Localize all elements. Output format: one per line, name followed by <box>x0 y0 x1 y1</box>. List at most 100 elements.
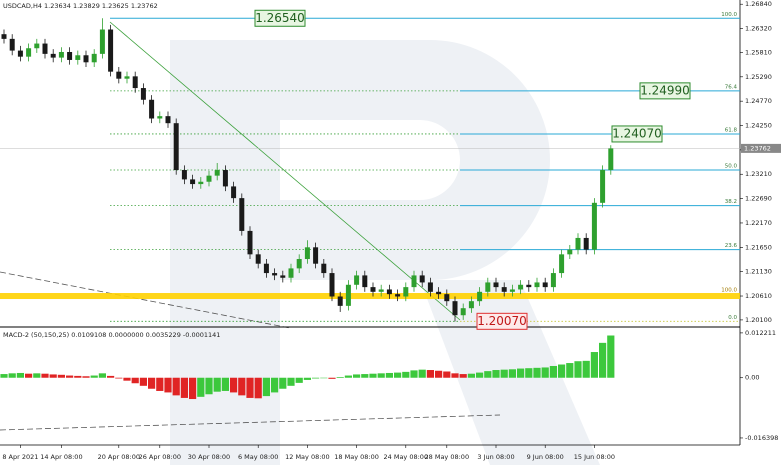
macd-bar <box>8 373 16 378</box>
macd-bar <box>517 368 525 378</box>
candle-body <box>600 170 606 203</box>
candle-body <box>419 275 425 283</box>
candle-body <box>26 48 32 57</box>
candle-body <box>304 247 310 260</box>
candle-body <box>149 99 155 119</box>
macd-bar <box>156 377 164 391</box>
macd-bar <box>328 377 336 379</box>
candle-body <box>124 76 130 79</box>
candle-body <box>468 301 474 309</box>
candle-body <box>477 291 483 302</box>
watermark <box>170 40 600 465</box>
fib-label: 0.0 <box>728 315 737 321</box>
candle-body <box>526 284 532 288</box>
candle-body <box>116 71 122 79</box>
candle-body <box>132 76 138 89</box>
candle-body <box>75 55 81 60</box>
price-annotation-label: 1.24990 <box>640 83 690 97</box>
candle-body <box>395 294 401 297</box>
macd-bar <box>344 375 352 378</box>
candle-body <box>386 289 392 295</box>
candle-body <box>83 55 89 63</box>
candle-body <box>436 291 442 295</box>
macd-bar <box>271 377 279 393</box>
candle-body <box>559 254 565 274</box>
x-tick-label: 24 May 08:00 <box>384 453 429 461</box>
macd-bar <box>98 373 106 378</box>
candle-body <box>501 287 507 292</box>
macd-bar <box>295 377 303 383</box>
candle-body <box>485 282 491 292</box>
macd-header: MACD-2 (50,150,25) 0.0109108 0.0000000 0… <box>3 331 220 339</box>
candle-body <box>444 294 450 302</box>
candle-body <box>452 301 458 316</box>
candle-body <box>108 29 114 72</box>
candle-body <box>411 275 417 288</box>
support-band <box>0 293 740 300</box>
macd-bar <box>66 375 74 378</box>
candle-body <box>247 230 253 255</box>
candle-body <box>608 148 614 171</box>
candle-body <box>509 289 515 292</box>
candle-body <box>17 50 23 57</box>
macd-bar <box>49 374 57 378</box>
y-tick-label: 1.25290 <box>745 73 772 81</box>
y-tick-label: 1.26320 <box>745 25 772 33</box>
macd-bar <box>320 377 328 379</box>
y-tick-label: 1.23210 <box>745 170 772 178</box>
macd-bar <box>90 375 98 378</box>
macd-bar <box>189 377 197 400</box>
candle-body <box>214 170 220 176</box>
candle-body <box>91 53 97 63</box>
macd-y-tick-label: 0.00 <box>745 374 759 382</box>
macd-bar <box>16 372 24 378</box>
x-tick-label: 3 Jun 08:00 <box>477 453 514 461</box>
price-annotation-label: 1.26540 <box>255 11 305 25</box>
candle-body <box>427 282 433 292</box>
macd-bar <box>508 369 516 378</box>
candle-body <box>591 202 597 250</box>
macd-bar <box>287 377 295 386</box>
candle-body <box>296 259 302 269</box>
candle-body <box>575 237 581 250</box>
price-annotation-box <box>611 125 663 143</box>
candle-body <box>231 186 237 199</box>
candle-body <box>165 116 171 124</box>
macd-bar <box>25 373 33 378</box>
macd-bar <box>451 373 459 378</box>
macd-bar <box>0 374 8 378</box>
macd-dashed-line <box>0 414 501 431</box>
macd-bar <box>180 377 188 398</box>
macd-bar <box>607 335 615 378</box>
candle-body <box>583 237 589 250</box>
macd-bar <box>484 371 492 378</box>
macd-bar <box>115 377 123 379</box>
candle-body <box>263 263 269 274</box>
macd-bar <box>221 377 229 391</box>
macd-bar <box>238 377 246 396</box>
y-tick-label: 1.25810 <box>745 48 772 56</box>
symbol-header: USDCAD,H4 1.23634 1.23829 1.23625 1.2376… <box>3 2 158 10</box>
fib-label: 61.8 <box>725 127 738 133</box>
macd-bar <box>394 372 402 378</box>
candle-body <box>67 51 73 60</box>
macd-bar <box>566 363 574 378</box>
candle-body <box>403 287 409 297</box>
price-annotation-box <box>639 82 691 100</box>
macd-bar <box>361 374 369 378</box>
candle-body <box>239 198 245 231</box>
fib-label: 38.2 <box>725 199 737 205</box>
y-tick-label: 1.21650 <box>745 243 772 251</box>
x-tick-label: 20 Apr 08:00 <box>98 453 140 461</box>
candle-body <box>567 249 573 255</box>
candle-body <box>362 275 368 288</box>
price-annotation-box <box>476 312 528 330</box>
macd-bar <box>590 352 598 378</box>
candle-body <box>272 273 278 276</box>
macd-y-tick-label: -0.016398 <box>745 434 778 442</box>
macd-bar <box>353 374 361 378</box>
macd-bar <box>525 368 533 378</box>
macd-bar <box>459 374 467 378</box>
macd-bar <box>467 373 475 378</box>
macd-bar <box>213 377 221 392</box>
